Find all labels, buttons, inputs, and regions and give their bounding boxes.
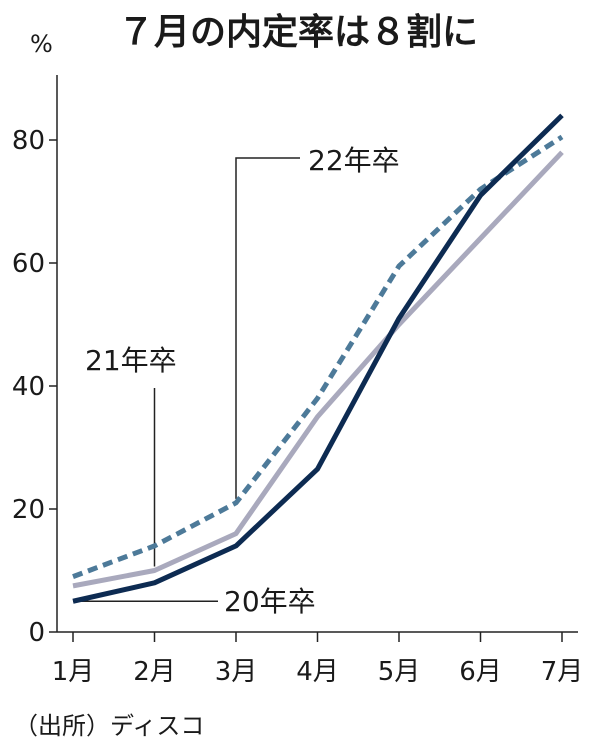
y-axis-ticks: 0 20 40 60 80 <box>12 126 57 648</box>
series-label-22年卒: 22年卒 <box>308 144 400 177</box>
x-tick-label: 7月 <box>541 657 584 687</box>
axes <box>56 75 578 633</box>
x-tick-label: 3月 <box>215 657 258 687</box>
y-axis-unit: % <box>30 30 53 58</box>
label-leaders <box>73 157 300 602</box>
chart-title: ７月の内定率は８割に <box>118 12 478 53</box>
series-lines <box>72 113 564 604</box>
y-tick-label: 0 <box>28 618 45 648</box>
x-tick-label: 5月 <box>378 657 421 687</box>
x-tick-label: 1月 <box>52 657 95 687</box>
x-tick-label: 6月 <box>459 657 502 687</box>
x-tick-label: 4月 <box>296 657 339 687</box>
y-tick-label: 20 <box>12 495 45 525</box>
series-line-22年卒 <box>72 134 564 579</box>
y-tick-label: 80 <box>12 126 45 156</box>
series-labels: 20年卒 21年卒 22年卒 <box>85 144 400 618</box>
source-note: （出所）ディスコ <box>14 712 204 740</box>
y-tick-label: 60 <box>12 249 45 279</box>
x-tick-label: 2月 <box>133 657 176 687</box>
x-axis-ticks: 1月 2月 3月 4月 5月 6月 7月 <box>52 632 584 687</box>
series-label-21年卒: 21年卒 <box>85 344 177 377</box>
series-label-20年卒: 20年卒 <box>224 585 316 618</box>
leader-line-22年卒 <box>235 157 300 499</box>
series-line-20年卒 <box>72 113 564 604</box>
y-tick-label: 40 <box>12 372 45 402</box>
series-line-21年卒 <box>72 150 564 589</box>
